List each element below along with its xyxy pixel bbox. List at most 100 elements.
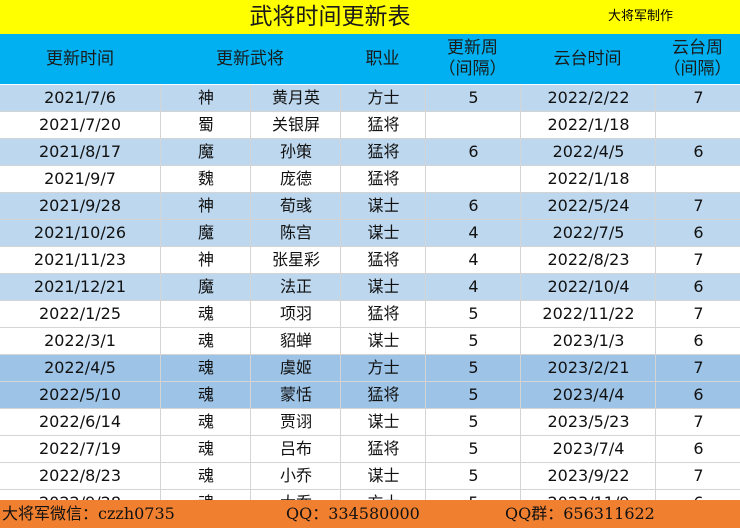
cell-faction[interactable]: 魂 xyxy=(160,355,251,381)
cell-update-date[interactable]: 2021/7/6 xyxy=(44,88,116,107)
cell-cloud-date[interactable]: 2022/8/23 xyxy=(520,247,656,273)
cell-update-gap[interactable]: 4 xyxy=(425,247,521,273)
cell-update-date[interactable]: 2021/10/26 xyxy=(33,223,127,242)
cell-general-name[interactable]: 虞姬 xyxy=(250,355,341,381)
cell-faction[interactable]: 魔 xyxy=(160,274,251,300)
cell-cloud-date[interactable]: 2023/4/4 xyxy=(520,382,656,408)
cell-cloud-gap[interactable]: 7 xyxy=(655,193,740,219)
cell-cloud-gap[interactable]: 6 xyxy=(655,139,740,165)
cell-general-name[interactable]: 黄月英 xyxy=(250,85,341,111)
cell-update-gap[interactable]: 5 xyxy=(425,301,521,327)
cell-update-date[interactable]: 2022/8/23 xyxy=(38,466,122,485)
cell-general-name[interactable]: 貂蝉 xyxy=(250,328,341,354)
cell-cloud-gap[interactable]: 7 xyxy=(655,247,740,273)
cell-update-gap[interactable]: 5 xyxy=(425,382,521,408)
cell-profession[interactable]: 猛将 xyxy=(340,436,426,462)
cell-cloud-date[interactable]: 2023/2/21 xyxy=(520,355,656,381)
cell-cloud-date[interactable]: 2023/5/23 xyxy=(520,409,656,435)
cell-profession[interactable]: 猛将 xyxy=(340,382,426,408)
cell-update-gap[interactable]: 5 xyxy=(425,328,521,354)
cell-profession[interactable]: 猛将 xyxy=(340,139,426,165)
cell-faction[interactable]: 魂 xyxy=(160,301,251,327)
cell-cloud-gap[interactable]: 7 xyxy=(655,355,740,381)
cell-faction[interactable]: 神 xyxy=(160,247,251,273)
cell-cloud-date[interactable]: 2022/11/22 xyxy=(520,301,656,327)
cell-cloud-gap[interactable]: 6 xyxy=(655,328,740,354)
cell-faction[interactable]: 魏 xyxy=(160,166,251,192)
cell-cloud-date[interactable]: 2022/4/5 xyxy=(520,139,656,165)
cell-cloud-date[interactable]: 2023/1/3 xyxy=(520,328,656,354)
cell-cloud-gap[interactable] xyxy=(655,112,740,138)
cell-update-date[interactable]: 2021/9/28 xyxy=(38,196,122,215)
cell-update-gap[interactable]: 5 xyxy=(425,463,521,489)
cell-faction[interactable]: 神 xyxy=(160,193,251,219)
cell-cloud-gap[interactable]: 7 xyxy=(655,463,740,489)
cell-profession[interactable]: 谋士 xyxy=(340,409,426,435)
cell-update-gap[interactable]: 6 xyxy=(425,139,521,165)
cell-update-date[interactable]: 2021/12/21 xyxy=(33,277,127,296)
cell-update-date[interactable]: 2021/9/7 xyxy=(44,169,116,188)
cell-update-date[interactable]: 2021/11/23 xyxy=(33,250,127,269)
cell-faction[interactable]: 魂 xyxy=(160,436,251,462)
cell-update-date[interactable]: 2022/3/1 xyxy=(44,331,116,350)
cell-cloud-date[interactable]: 2023/9/22 xyxy=(520,463,656,489)
cell-general-name[interactable]: 关银屏 xyxy=(250,112,341,138)
cell-general-name[interactable]: 法正 xyxy=(250,274,341,300)
cell-profession[interactable]: 猛将 xyxy=(340,301,426,327)
cell-cloud-gap[interactable]: 6 xyxy=(655,220,740,246)
cell-update-gap[interactable]: 5 xyxy=(425,436,521,462)
cell-general-name[interactable]: 蒙恬 xyxy=(250,382,341,408)
cell-cloud-gap[interactable]: 6 xyxy=(655,436,740,462)
cell-update-date[interactable]: 2022/4/5 xyxy=(44,358,116,377)
cell-general-name[interactable]: 张星彩 xyxy=(250,247,341,273)
cell-faction[interactable]: 魔 xyxy=(160,139,251,165)
cell-faction[interactable]: 神 xyxy=(160,85,251,111)
cell-cloud-date[interactable]: 2022/10/4 xyxy=(520,274,656,300)
cell-general-name[interactable]: 庞德 xyxy=(250,166,341,192)
cell-cloud-date[interactable]: 2023/7/4 xyxy=(520,436,656,462)
cell-general-name[interactable]: 小乔 xyxy=(250,463,341,489)
cell-cloud-gap[interactable]: 7 xyxy=(655,85,740,111)
cell-profession[interactable]: 谋士 xyxy=(340,274,426,300)
cell-update-gap[interactable] xyxy=(425,112,521,138)
cell-profession[interactable]: 谋士 xyxy=(340,220,426,246)
cell-faction[interactable]: 魂 xyxy=(160,409,251,435)
cell-profession[interactable]: 谋士 xyxy=(340,328,426,354)
cell-update-gap[interactable]: 6 xyxy=(425,193,521,219)
cell-update-date[interactable]: 2022/6/14 xyxy=(38,412,122,431)
cell-update-gap[interactable]: 5 xyxy=(425,85,521,111)
cell-update-gap[interactable]: 5 xyxy=(425,409,521,435)
cell-general-name[interactable]: 项羽 xyxy=(250,301,341,327)
cell-cloud-date[interactable]: 2022/7/5 xyxy=(520,220,656,246)
cell-update-date[interactable]: 2021/7/20 xyxy=(38,115,122,134)
cell-cloud-gap[interactable] xyxy=(655,166,740,192)
cell-faction[interactable]: 魂 xyxy=(160,382,251,408)
cell-update-gap[interactable]: 4 xyxy=(425,274,521,300)
cell-profession[interactable]: 方士 xyxy=(340,85,426,111)
cell-general-name[interactable]: 孙策 xyxy=(250,139,341,165)
cell-profession[interactable]: 猛将 xyxy=(340,166,426,192)
cell-profession[interactable]: 猛将 xyxy=(340,112,426,138)
cell-cloud-gap[interactable]: 7 xyxy=(655,409,740,435)
cell-faction[interactable]: 蜀 xyxy=(160,112,251,138)
cell-cloud-date[interactable]: 2022/2/22 xyxy=(520,85,656,111)
cell-cloud-date[interactable]: 2022/1/18 xyxy=(520,166,656,192)
cell-profession[interactable]: 猛将 xyxy=(340,247,426,273)
cell-cloud-gap[interactable]: 6 xyxy=(655,382,740,408)
cell-profession[interactable]: 方士 xyxy=(340,355,426,381)
cell-cloud-gap[interactable]: 6 xyxy=(655,274,740,300)
cell-update-date[interactable]: 2022/1/25 xyxy=(38,304,122,323)
cell-faction[interactable]: 魂 xyxy=(160,328,251,354)
cell-profession[interactable]: 谋士 xyxy=(340,463,426,489)
cell-general-name[interactable]: 贾诩 xyxy=(250,409,341,435)
cell-general-name[interactable]: 陈宫 xyxy=(250,220,341,246)
cell-update-gap[interactable]: 5 xyxy=(425,355,521,381)
cell-faction[interactable]: 魂 xyxy=(160,463,251,489)
cell-update-date[interactable]: 2022/5/10 xyxy=(38,385,122,404)
cell-faction[interactable]: 魔 xyxy=(160,220,251,246)
cell-general-name[interactable]: 荀彧 xyxy=(250,193,341,219)
cell-update-date[interactable]: 2021/8/17 xyxy=(38,142,122,161)
cell-cloud-gap[interactable]: 7 xyxy=(655,301,740,327)
cell-cloud-date[interactable]: 2022/5/24 xyxy=(520,193,656,219)
cell-profession[interactable]: 谋士 xyxy=(340,193,426,219)
